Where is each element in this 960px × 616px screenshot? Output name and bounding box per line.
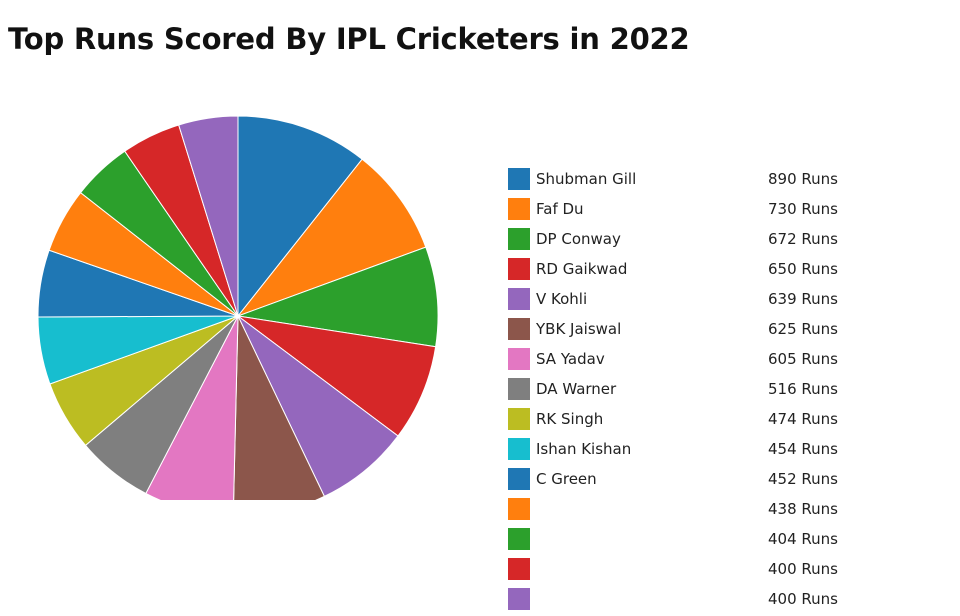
legend-label: Faf Du xyxy=(536,200,584,218)
legend-label: Ishan Kishan xyxy=(536,440,632,458)
legend-value: 650 Runs xyxy=(768,260,838,278)
legend-label: SA Yadav xyxy=(536,350,605,368)
pie-slice-1 xyxy=(236,158,427,318)
legend-item: Faf Du 730 Runs xyxy=(508,196,948,226)
legend-value: 400 Runs xyxy=(768,560,838,578)
legend-swatch xyxy=(508,228,530,250)
legend-swatch xyxy=(508,288,530,310)
legend-swatch xyxy=(508,348,530,370)
legend-value: 400 Runs xyxy=(768,590,838,608)
legend-item: Shubman Gill 890 Runs xyxy=(508,166,948,196)
legend-swatch xyxy=(508,408,530,430)
legend-value: 890 Runs xyxy=(768,170,838,188)
legend-label: RD Gaikwad xyxy=(536,260,628,278)
legend-value: 438 Runs xyxy=(768,500,838,518)
legend-label: V Kohli xyxy=(536,290,588,308)
legend-label: C Green xyxy=(536,470,597,488)
legend-swatch xyxy=(508,168,530,190)
pie-slice-2 xyxy=(236,246,439,348)
legend-label: DA Warner xyxy=(536,380,617,398)
pie-slice-5 xyxy=(233,315,326,500)
legend-item: YBK Jaiswal 625 Runs xyxy=(508,316,948,346)
legend-swatch xyxy=(508,498,530,520)
legend-value: 625 Runs xyxy=(768,320,838,338)
legend: Shubman Gill 890 Runs Faf Du 730 Runs DP Con… xyxy=(508,166,948,616)
chart-title: Top Runs Scored By IPL Cricketers in 202… xyxy=(8,22,690,56)
legend-swatch xyxy=(508,528,530,550)
legend-swatch xyxy=(508,378,530,400)
legend-swatch xyxy=(508,468,530,490)
legend-value: 454 Runs xyxy=(768,440,838,458)
legend-item: C Green 452 Runs xyxy=(508,466,948,496)
legend-item: DP Conway 672 Runs xyxy=(508,226,948,256)
legend-value: 452 Runs xyxy=(768,470,838,488)
legend-item: SA Yadav 605 Runs xyxy=(508,346,948,376)
legend-label: DP Conway xyxy=(536,230,621,248)
legend-item: 438 Runs xyxy=(508,496,948,526)
legend-item: RD Gaikwad 650 Runs xyxy=(508,256,948,286)
legend-value: 730 Runs xyxy=(768,200,838,218)
legend-item: 404 Runs xyxy=(508,526,948,556)
legend-item: Ishan Kishan 454 Runs xyxy=(508,436,948,466)
legend-label: YBK Jaiswal xyxy=(536,320,622,338)
legend-value: 516 Runs xyxy=(768,380,838,398)
legend-swatch xyxy=(508,558,530,580)
legend-item: 400 Runs xyxy=(508,556,948,586)
legend-swatch xyxy=(508,318,530,340)
legend-value: 474 Runs xyxy=(768,410,838,428)
pie-slice-0 xyxy=(237,115,363,318)
legend-item: DA Warner 516 Runs xyxy=(508,376,948,406)
legend-label: RK Singh xyxy=(536,410,604,428)
legend-swatch xyxy=(508,588,530,610)
legend-item: 400 Runs xyxy=(508,586,948,616)
legend-value: 605 Runs xyxy=(768,350,838,368)
pie-chart xyxy=(37,115,439,500)
legend-value: 672 Runs xyxy=(768,230,838,248)
pie-slice-4 xyxy=(237,315,399,498)
legend-label: Shubman Gill xyxy=(536,170,637,188)
legend-item: V Kohli 639 Runs xyxy=(508,286,948,316)
legend-swatch xyxy=(508,438,530,460)
legend-item: RK Singh 474 Runs xyxy=(508,406,948,436)
pie-slice-3 xyxy=(237,315,437,437)
legend-swatch xyxy=(508,258,530,280)
pie-slice-14 xyxy=(178,115,239,317)
legend-value: 639 Runs xyxy=(768,290,838,308)
legend-value: 404 Runs xyxy=(768,530,838,548)
legend-swatch xyxy=(508,198,530,220)
